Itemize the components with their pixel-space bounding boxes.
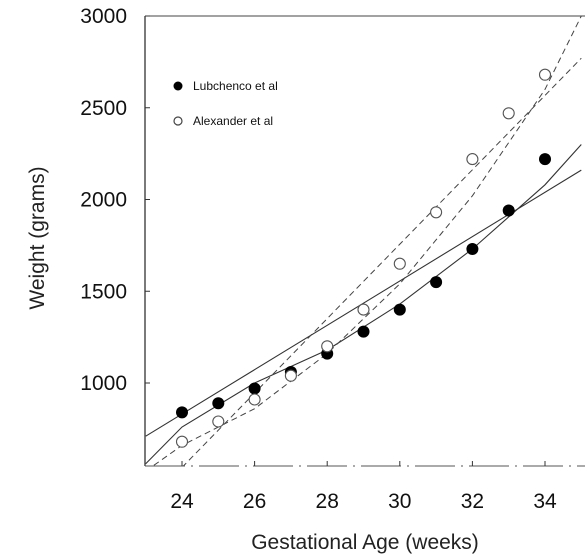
x-tick-label-34: 34 <box>533 490 557 513</box>
point-lubchenco-33 <box>502 204 515 217</box>
point-lubchenco-26 <box>248 382 261 395</box>
y-axis-ticks: 1000 1500 2000 2500 3000 <box>80 5 150 395</box>
data-points <box>175 68 552 448</box>
y-tick-label-3000: 3000 <box>80 5 127 28</box>
legend-marker-lubchenco <box>173 81 183 91</box>
point-alexander-28 <box>321 340 334 353</box>
point-alexander-27 <box>284 369 297 382</box>
x-tick-label-30: 30 <box>388 490 411 513</box>
point-lubchenco-30 <box>393 303 406 316</box>
point-lubchenco-24 <box>176 406 188 419</box>
y-tick-label-1500: 1500 <box>80 280 127 303</box>
x-axis-title: Gestational Age (weeks) <box>251 531 479 554</box>
point-lubchenco-34 <box>539 153 551 166</box>
plot-frame <box>144 15 585 467</box>
point-alexander-29 <box>357 303 370 316</box>
x-tick-label-24: 24 <box>170 490 194 513</box>
point-lubchenco-25 <box>212 397 225 410</box>
y-axis-title: Weight (grams) <box>26 166 49 309</box>
point-alexander-25 <box>212 415 225 428</box>
y-tick-label-2000: 2000 <box>80 189 127 212</box>
point-alexander-26 <box>248 393 261 406</box>
legend: Lubchenco et al Alexander et al <box>173 79 278 128</box>
legend-label-lubchenco: Lubchenco et al <box>193 79 278 93</box>
fit-line-alexander-1 <box>182 57 582 466</box>
x-axis-ticks: 24 26 28 30 32 34 <box>170 461 557 513</box>
point-alexander-30 <box>393 257 406 270</box>
point-alexander-32 <box>466 153 479 166</box>
legend-label-alexander: Alexander et al <box>193 114 273 128</box>
y-tick-label-2500: 2500 <box>80 97 127 120</box>
point-alexander-34 <box>538 68 552 81</box>
point-lubchenco-32 <box>466 243 479 255</box>
y-tick-label-1000: 1000 <box>80 372 127 395</box>
point-alexander-24 <box>175 435 189 448</box>
point-lubchenco-29 <box>357 325 370 338</box>
point-alexander-31 <box>430 206 443 219</box>
x-tick-label-26: 26 <box>243 490 266 513</box>
x-tick-label-28: 28 <box>316 490 339 513</box>
point-alexander-33 <box>502 107 515 120</box>
x-tick-label-32: 32 <box>461 490 484 513</box>
legend-marker-alexander <box>173 116 183 126</box>
point-lubchenco-31 <box>430 276 443 289</box>
